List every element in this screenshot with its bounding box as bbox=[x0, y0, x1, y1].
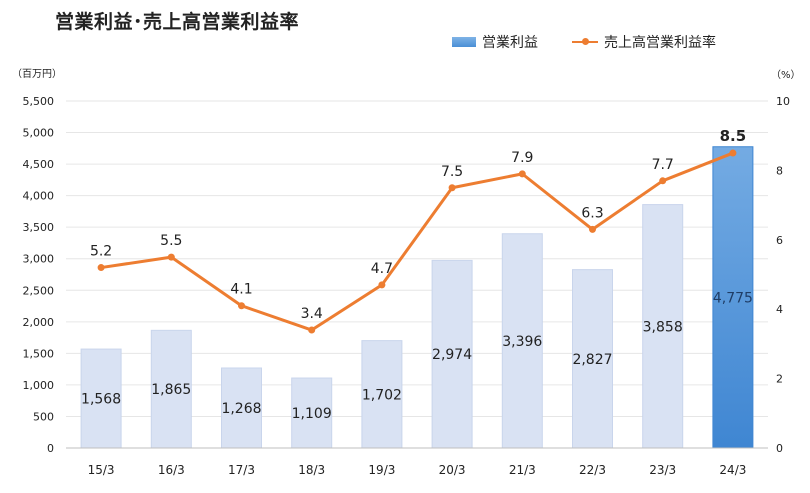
bar bbox=[291, 377, 333, 449]
ratio-value-label: 6.3 bbox=[581, 205, 603, 221]
y-right-tick-label: 2 bbox=[776, 373, 783, 386]
bar bbox=[361, 340, 403, 449]
legend-line-label: 売上高営業利益率 bbox=[604, 35, 716, 51]
bar-value-label: 1,268 bbox=[221, 401, 261, 417]
right-axis-unit: （%） bbox=[771, 70, 801, 81]
bar-value-label: 3,858 bbox=[643, 319, 683, 335]
ratio-point bbox=[238, 302, 245, 310]
x-tick-label: 24/3 bbox=[719, 463, 746, 477]
legend-bar-swatch bbox=[452, 37, 476, 47]
ratio-value-label: 8.5 bbox=[720, 127, 747, 145]
legend-bar-label: 営業利益 bbox=[482, 35, 538, 51]
ratio-value-label: 4.7 bbox=[371, 261, 393, 277]
y-left-tick-label: 5,500 bbox=[23, 95, 55, 108]
bar-value-label: 2,827 bbox=[572, 352, 612, 368]
x-tick-label: 15/3 bbox=[88, 463, 115, 477]
ratio-point bbox=[448, 184, 456, 192]
y-left-tick-label: 3,000 bbox=[23, 253, 55, 266]
bar-value-label: 2,974 bbox=[432, 347, 472, 363]
ratio-value-label: 4.1 bbox=[230, 282, 252, 298]
ratio-line bbox=[100, 151, 734, 332]
ratio-point bbox=[308, 326, 316, 334]
y-left-tick-label: 2,500 bbox=[23, 284, 55, 297]
y-left-tick-label: 2,000 bbox=[23, 316, 55, 329]
y-left-tick-label: 5,000 bbox=[23, 127, 55, 140]
left-axis-unit: （百万円） bbox=[12, 69, 62, 80]
bar-value-label: 1,109 bbox=[292, 406, 332, 422]
ratio-point bbox=[729, 149, 737, 157]
y-right-tick-label: 8 bbox=[776, 164, 783, 177]
y-right-tick-label: 6 bbox=[776, 234, 783, 247]
x-tick-label: 19/3 bbox=[368, 463, 395, 477]
bar-value-label: 1,702 bbox=[362, 387, 402, 403]
ratio-value-label: 3.4 bbox=[301, 306, 323, 322]
bar-value-label: 1,865 bbox=[151, 382, 191, 398]
y-left-tick-label: 4,000 bbox=[23, 190, 55, 203]
ratio-point bbox=[97, 264, 105, 272]
bar-value-label: 3,396 bbox=[502, 334, 542, 350]
legend-line-swatch bbox=[572, 37, 598, 47]
x-tick-label: 17/3 bbox=[228, 463, 255, 477]
ratio-point bbox=[167, 253, 175, 261]
x-tick-label: 18/3 bbox=[298, 463, 325, 477]
bar-value-label: 1,568 bbox=[81, 392, 121, 408]
ratio-point bbox=[589, 225, 596, 233]
ratio-point bbox=[378, 281, 386, 289]
y-right-tick-label: 0 bbox=[776, 442, 783, 455]
x-tick-label: 22/3 bbox=[579, 463, 606, 477]
bar-value-label: 4,775 bbox=[713, 290, 753, 306]
ratio-value-label: 7.7 bbox=[652, 157, 674, 173]
ratio-value-label: 7.5 bbox=[441, 164, 463, 180]
x-tick-label: 23/3 bbox=[649, 463, 676, 477]
bar bbox=[712, 146, 754, 449]
chart-title: 営業利益･売上高営業利益率 bbox=[55, 11, 300, 33]
y-left-tick-label: 4,500 bbox=[23, 158, 55, 171]
y-right-tick-label: 10 bbox=[776, 95, 790, 108]
legend: 営業利益 売上高営業利益率 bbox=[452, 32, 716, 52]
ratio-point bbox=[659, 177, 667, 185]
x-tick-label: 16/3 bbox=[158, 463, 185, 477]
y-left-tick-label: 1,500 bbox=[23, 347, 55, 360]
ratio-point bbox=[518, 170, 526, 178]
ratio-value-label: 5.2 bbox=[90, 244, 112, 260]
ratio-value-label: 5.5 bbox=[160, 233, 182, 249]
y-left-tick-label: 3,500 bbox=[23, 221, 55, 234]
bar bbox=[431, 259, 473, 449]
ratio-value-label: 7.9 bbox=[511, 150, 533, 166]
x-tick-label: 21/3 bbox=[509, 463, 536, 477]
y-right-tick-label: 4 bbox=[776, 303, 783, 316]
y-left-tick-label: 0 bbox=[47, 442, 54, 455]
bar bbox=[501, 233, 543, 449]
bar bbox=[572, 269, 613, 449]
y-left-tick-label: 500 bbox=[33, 410, 54, 423]
bar bbox=[642, 204, 684, 449]
x-tick-label: 20/3 bbox=[439, 463, 466, 477]
y-left-tick-label: 1,000 bbox=[23, 379, 55, 392]
